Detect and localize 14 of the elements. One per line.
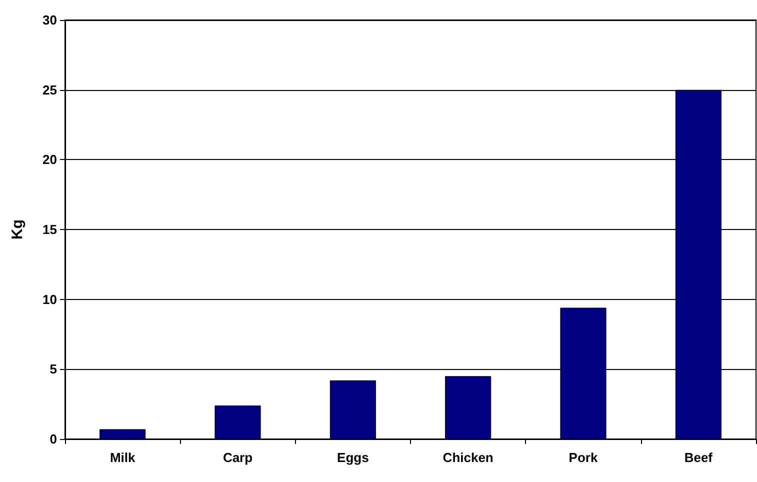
- y-tick-label: 0: [50, 432, 57, 446]
- x-tick-label: Carp: [222, 450, 253, 465]
- x-tick-label: Chicken: [442, 450, 494, 465]
- x-tick-label: Pork: [568, 450, 598, 465]
- y-axis-title: Kg: [9, 220, 26, 240]
- y-tick-label: 15: [42, 222, 57, 237]
- y-tick-label: 30: [42, 12, 57, 28]
- x-tick-label: Eggs: [337, 450, 369, 465]
- x-tick-label: Beef: [684, 450, 714, 465]
- y-tick-label: 20: [42, 152, 57, 168]
- x-tick-label: Milk: [110, 450, 136, 465]
- y-tick-label: 5: [50, 362, 57, 377]
- y-tick-label: 10: [42, 292, 57, 307]
- y-tick-label: 25: [42, 82, 57, 98]
